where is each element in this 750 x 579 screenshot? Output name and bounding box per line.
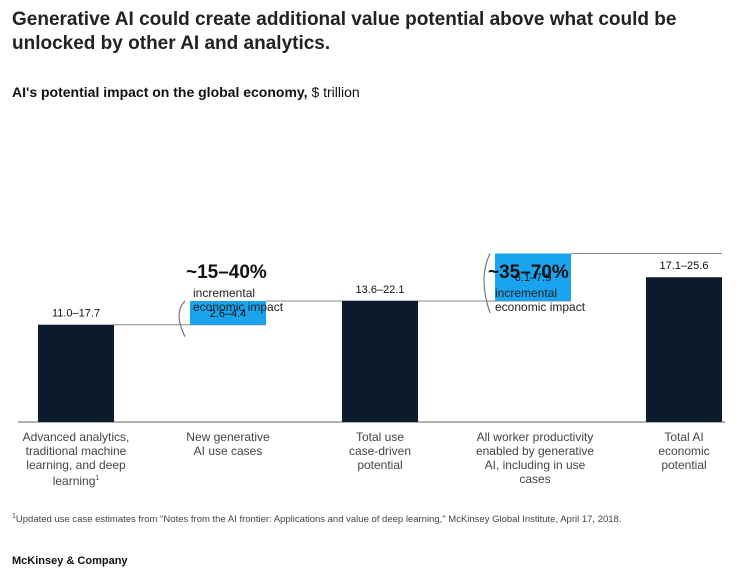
subtitle-unit: $ trillion	[311, 84, 360, 100]
chart-subtitle: AI's potential impact on the global econ…	[12, 84, 360, 100]
annotation-text-2: incremental economic impact	[495, 286, 586, 314]
category-label-3: All worker productivity enabled by genera…	[475, 430, 595, 486]
bracket-3	[483, 253, 491, 314]
bar-value-label-0: 11.0–17.7	[52, 308, 100, 320]
bar-2	[342, 300, 418, 422]
bar-4	[646, 277, 722, 422]
bar-1	[190, 300, 266, 325]
annotation-value-1: ~15–40%	[186, 262, 267, 283]
category-label-0: Advanced analytics, traditional machine le…	[22, 430, 130, 488]
brand-logo-text: McKinsey & Company	[12, 555, 128, 567]
bar-3	[495, 253, 571, 301]
bar-0	[38, 324, 114, 422]
category-label-2: Total use case-driven potential	[348, 430, 412, 472]
footnote-mark: 1	[95, 475, 100, 482]
annotation-value-2: ~35–70%	[488, 262, 569, 283]
bar-value-label-4: 17.1–25.6	[660, 260, 709, 272]
category-label-4: Total AI economic potential	[658, 430, 710, 472]
annotation-text-1: incremental economic impact	[193, 286, 284, 314]
subtitle-bold: AI's potential impact on the global econ…	[12, 84, 308, 100]
footnote: 1Updated use case estimates from "Notes …	[12, 513, 622, 526]
bar-value-label-1: 2.6–4.4	[210, 308, 247, 320]
chart-title: Generative AI could create additional va…	[12, 9, 677, 54]
bracket-1	[178, 300, 186, 337]
bar-value-label-2: 13.6–22.1	[356, 284, 405, 296]
category-label-1: New generative AI use cases	[186, 430, 270, 458]
bar-value-label-3: 6.1–7.9	[515, 272, 552, 284]
